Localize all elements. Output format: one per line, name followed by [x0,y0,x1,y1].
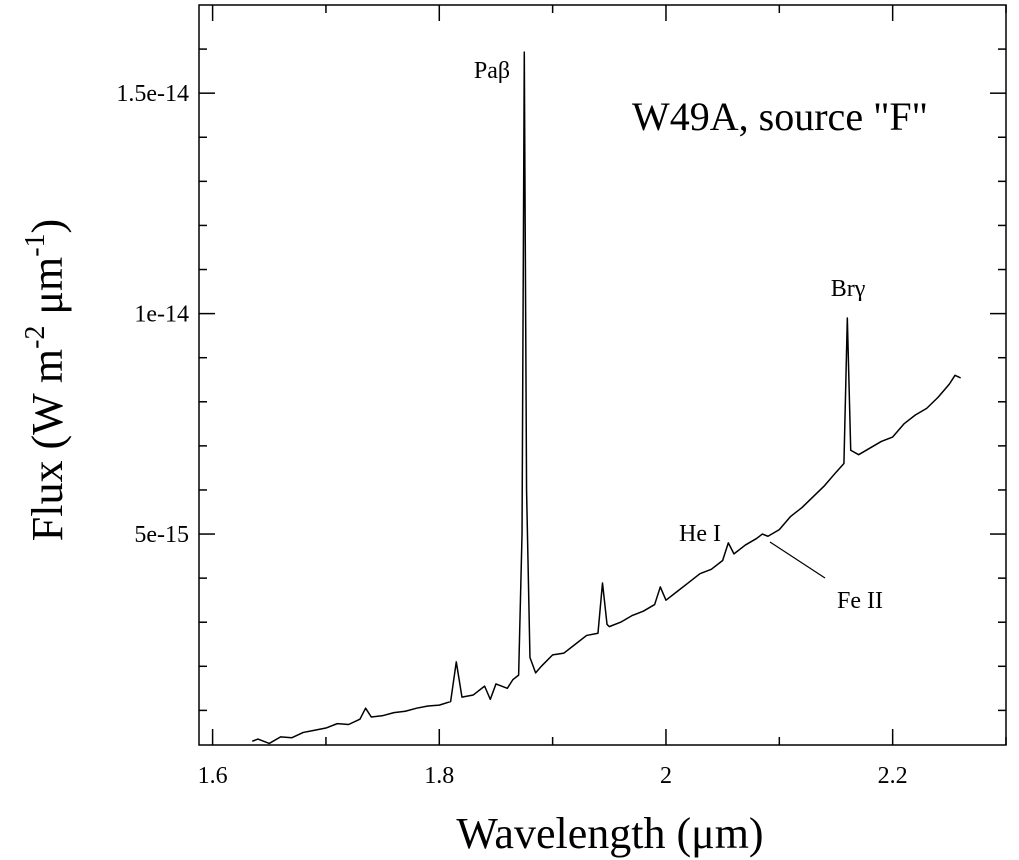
annotation: Paβ [474,58,510,84]
annotation: Fe II [837,588,883,614]
x-tick-label: 1.8 [424,763,454,789]
chart-title: W49A, source "F" [632,94,928,139]
plot-frame [198,4,1007,746]
x-axis-label: Wavelength (μm) [456,809,763,858]
y-tick-label: 1e-14 [134,302,189,328]
y-label-sup: -1 [20,233,51,256]
annotation-leader [769,541,826,579]
y-label-part: μm [23,257,72,326]
y-tick-label: 5e-15 [134,522,189,548]
x-tick-label: 2 [660,763,672,789]
x-tick-label: 1.6 [198,763,228,789]
y-label-part: ) [23,219,72,234]
annotation: Brγ [831,276,866,302]
spectrum-line [251,51,961,745]
y-label-sup: -2 [20,326,51,349]
x-tick-label: 2.2 [878,763,908,789]
annotation: He I [679,521,721,547]
y-tick-label: 1.5e-14 [116,81,189,107]
y-label-part: Flux (W m [23,349,72,541]
y-axis-label: Flux (W m-2 μm-1) [20,219,72,541]
